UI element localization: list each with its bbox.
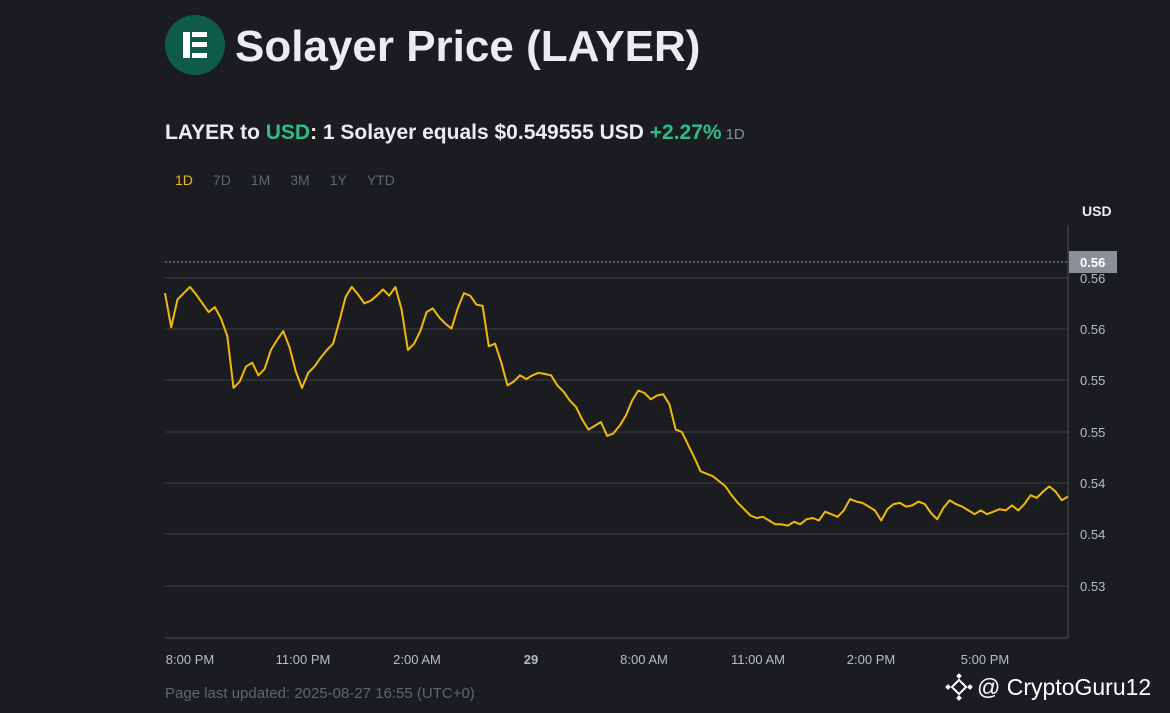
logo-mark <box>192 32 207 37</box>
watermark-text: @ CryptoGuru12 <box>977 673 1152 700</box>
price-summary: LAYER to USD: 1 Solayer equals $0.549555… <box>165 121 745 145</box>
logo-mark <box>192 42 207 47</box>
y-tick-label: 0.55 <box>1080 425 1105 440</box>
axis-unit-label: USD <box>1082 203 1112 219</box>
solayer-logo <box>165 15 225 75</box>
y-tick-label: 0.54 <box>1080 527 1105 542</box>
pair-prefix: LAYER to <box>165 121 266 144</box>
x-tick-label: 2:00 AM <box>393 652 441 667</box>
page-title: Solayer Price (LAYER) <box>235 22 701 71</box>
binance-square-icon <box>945 673 973 701</box>
timeframe-tabs: 1D 7D 1M 3M 1Y YTD <box>165 172 405 188</box>
x-tick-label: 29 <box>524 652 538 667</box>
x-tick-label: 2:00 PM <box>847 652 895 667</box>
watermark: @ CryptoGuru12 <box>945 673 1151 701</box>
y-tick-label: 0.54 <box>1080 476 1105 491</box>
quote-currency-link[interactable]: USD <box>265 121 311 144</box>
last-updated: Page last updated: 2025-08-27 16:55 (UTC… <box>165 685 475 702</box>
tab-1m[interactable]: 1M <box>250 172 271 188</box>
tab-1d[interactable]: 1D <box>175 172 193 188</box>
y-tick-label: 0.53 <box>1080 579 1105 594</box>
x-tick-label: 11:00 PM <box>276 652 331 667</box>
y-tick-label: 0.56 <box>1080 271 1105 286</box>
logo-mark <box>192 53 207 58</box>
x-tick-label: 5:00 PM <box>961 652 1009 667</box>
price-change: +2.27% <box>649 121 722 144</box>
tab-3m[interactable]: 3M <box>290 172 310 188</box>
price-line <box>164 285 1069 527</box>
x-tick-label: 11:00 AM <box>731 652 785 667</box>
tab-ytd[interactable]: YTD <box>366 172 395 188</box>
price-text: : 1 Solayer equals $0.549555 USD <box>310 121 644 144</box>
logo-mark <box>183 32 190 58</box>
tab-7d[interactable]: 7D <box>212 172 231 188</box>
x-tick-label: 8:00 PM <box>166 652 214 667</box>
current-price-badge <box>1069 251 1117 273</box>
x-tick-label: 8:00 AM <box>620 652 668 667</box>
current-price-label: 0.56 <box>1080 255 1105 270</box>
y-tick-label: 0.55 <box>1080 373 1105 388</box>
tab-1y[interactable]: 1Y <box>329 172 347 188</box>
change-period: 1D <box>725 126 745 143</box>
y-tick-label: 0.56 <box>1080 322 1105 337</box>
